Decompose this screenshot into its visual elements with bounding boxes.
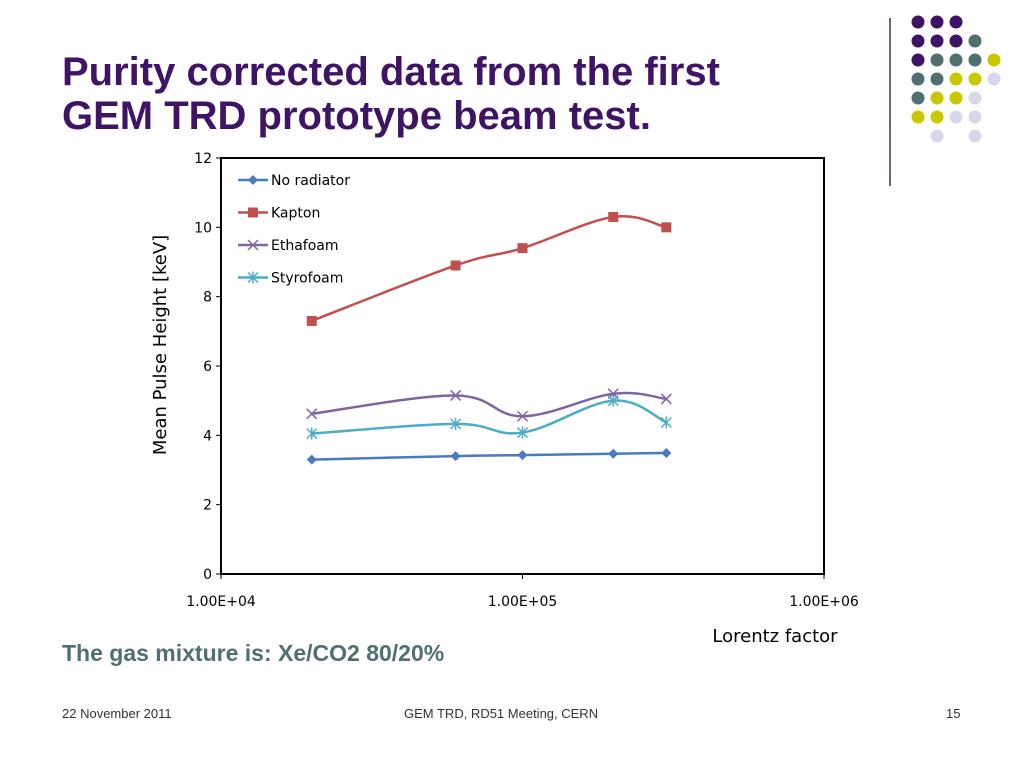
decor-dot [911,53,925,67]
decor-dot [949,15,963,29]
decor-dot [911,72,925,86]
data-point [660,393,672,405]
gas-mixture-note: The gas mixture is: Xe/CO2 80/20% [62,640,445,666]
decor-dot [987,53,1001,67]
data-point [450,389,462,401]
decor-dot [911,110,925,124]
decor-dot [911,34,925,48]
series-styrofoam [306,394,672,440]
series-line [311,399,667,435]
data-point [306,408,318,420]
data-point [450,260,461,271]
footer-date: 22 November 2011 [62,706,172,721]
decor-dot [968,110,982,124]
y-axis-label: Mean Pulse Height [keV] [150,235,171,455]
data-point [306,427,318,440]
decor-dot [930,15,944,29]
y-tick-label: 12 [194,151,212,167]
decor-dot [968,91,982,105]
legend-label: Ethafoam [271,238,339,254]
data-point [306,454,317,465]
decor-dot [949,110,963,124]
decor-dot [949,53,963,67]
decor-dot [911,91,925,105]
series-kapton [306,211,672,326]
decor-dot [968,34,982,48]
legend-entry: Kapton [238,206,320,222]
legend-entry: Ethafoam [238,238,339,254]
y-tick-label: 4 [203,428,212,444]
footer-meeting: GEM TRD, RD51 Meeting, CERN [404,706,599,721]
data-point [608,211,619,222]
legend-entry: No radiator [238,173,350,189]
series-line [311,214,667,323]
data-point [660,416,672,429]
legend-label: Kapton [271,206,320,222]
series-ethafoam [306,388,672,422]
data-point [450,451,461,462]
legend-label: No radiator [271,173,350,189]
decor-dot [968,72,982,86]
decor-dot [949,34,963,48]
decor-dot [930,129,944,143]
legend-marker [248,207,258,218]
decor-dot [930,72,944,86]
decor-dot [930,53,944,67]
decor-dot [911,15,925,29]
series-layer [306,211,672,465]
data-point [661,448,672,459]
page-number: 15 [946,706,961,721]
data-point [450,417,462,430]
legend-marker [247,239,259,251]
decor-dot [930,110,944,124]
legend-marker [247,271,259,284]
y-tick-label: 0 [203,567,212,583]
data-point [607,394,619,407]
data-point [516,410,529,422]
series-no-radiator [306,448,672,465]
decorative-dot-grid [911,15,1001,143]
slide-title-line1: Purity corrected data from the first [62,50,720,94]
data-point [516,426,529,439]
x-tick-label: 1.00E+05 [488,594,558,610]
y-tick-label: 8 [203,290,212,306]
decorative-divider [889,18,891,186]
y-tick-label: 10 [194,220,212,236]
data-point [517,450,528,461]
y-tick-label: 2 [203,498,212,514]
legend-entry: Styrofoam [238,271,343,287]
decor-dot [968,129,982,143]
decor-dot [930,91,944,105]
slide-title: Purity corrected data from the first GEM… [62,50,862,138]
decor-dot [968,53,982,67]
x-axis: 1.00E+04 1.00E+05 1.00E+06 [186,574,859,610]
data-point [608,448,619,459]
data-point [306,315,317,326]
legend: No radiator Kapton Ethafoam Styrofoam [238,173,350,287]
x-tick-label: 1.00E+06 [789,594,859,610]
decor-dot [949,72,963,86]
legend-label: Styrofoam [271,271,343,287]
data-point [661,222,672,233]
x-tick-label: 1.00E+04 [186,594,256,610]
slide-title-line2: GEM TRD prototype beam test. [62,94,651,138]
y-tick-label: 6 [203,359,212,375]
series-line [311,391,667,418]
x-axis-label: Lorentz factor [712,626,838,647]
decor-dot [930,34,944,48]
decor-dot [987,72,1001,86]
data-point [517,243,528,254]
decor-dot [949,91,963,105]
y-axis: 0 2 4 6 8 10 12 [194,151,221,583]
legend-marker [248,175,258,185]
